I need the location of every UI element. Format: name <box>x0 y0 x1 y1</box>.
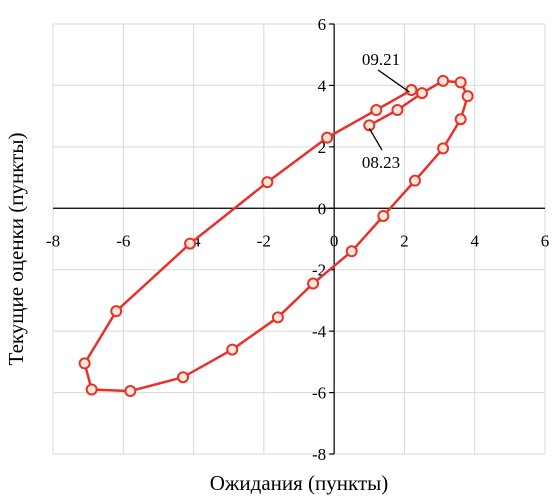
data-point <box>110 305 123 318</box>
data-point <box>261 176 274 189</box>
y-tick-label: -8 <box>312 445 326 464</box>
x-tick-label: -2 <box>257 231 271 250</box>
y-tick-label: -6 <box>312 384 326 403</box>
x-tick-label: 2 <box>400 231 409 250</box>
data-point <box>226 343 239 356</box>
data-point <box>405 84 418 97</box>
data-point <box>85 383 98 396</box>
data-point <box>454 76 467 89</box>
y-tick-label: 4 <box>318 76 327 95</box>
series-polyline <box>83 79 469 393</box>
x-tick-label: 6 <box>541 231 550 250</box>
data-point <box>307 277 320 290</box>
data-point <box>78 357 91 370</box>
data-point <box>416 87 428 100</box>
data-point <box>391 104 404 116</box>
y-tick-label: -2 <box>312 261 326 280</box>
data-point <box>321 131 334 144</box>
data-point <box>437 142 450 155</box>
data-point <box>271 311 284 324</box>
x-axis-label: Ожидания (пункты) <box>210 471 388 495</box>
data-point <box>408 174 421 187</box>
x-tick-label: 4 <box>470 231 479 250</box>
data-point <box>377 209 390 222</box>
y-tick-label: -4 <box>312 322 327 341</box>
annotation-label: 08.23 <box>362 153 400 172</box>
x-tick-label: -8 <box>46 231 60 250</box>
data-point <box>363 119 376 132</box>
y-axis-label: Текущие оценки (пункты) <box>4 133 28 366</box>
y-tick-label: 2 <box>318 138 327 157</box>
data-point <box>461 90 474 103</box>
y-tick-label: 6 <box>318 15 327 34</box>
data-point <box>454 113 467 126</box>
annotations: 09.21 08.23 <box>362 50 410 172</box>
axes <box>53 23 545 455</box>
series-line <box>83 79 469 393</box>
series-points <box>78 74 474 398</box>
annotation-leader <box>377 69 410 93</box>
y-tick-label: 0 <box>318 199 327 218</box>
data-point <box>124 385 137 398</box>
annotation-label: 09.21 <box>362 50 400 69</box>
x-tick-label: -6 <box>116 231 130 250</box>
x-tick-label: 0 <box>330 231 339 250</box>
annotation-leader <box>368 128 383 151</box>
data-point <box>177 371 190 384</box>
data-point <box>437 74 450 87</box>
data-point <box>345 245 358 258</box>
data-point <box>184 237 197 250</box>
data-point <box>370 104 383 116</box>
